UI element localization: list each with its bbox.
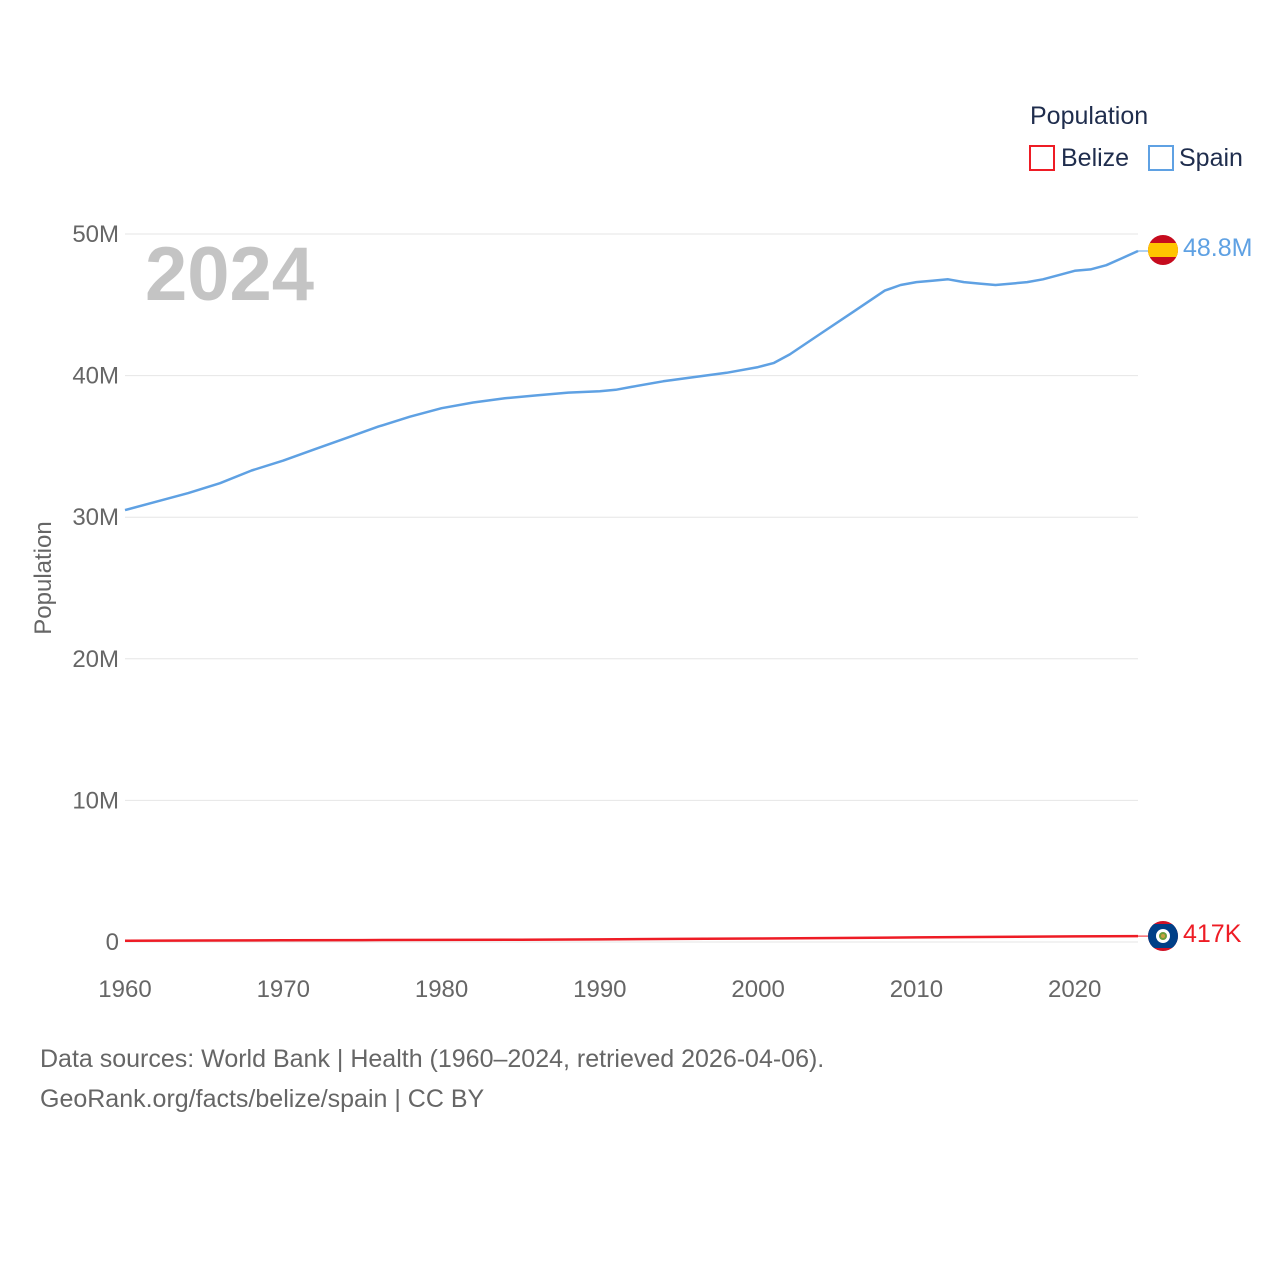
y-tick-label: 40M <box>72 363 119 390</box>
series-line-belize[interactable] <box>124 934 1139 942</box>
x-axis-ticks: 1960 1970 1980 1990 2000 2010 2020 <box>98 976 1101 1003</box>
y-tick-label: 0 <box>106 929 119 956</box>
end-label-belize: 417K <box>1183 920 1242 948</box>
legend: Population Belize Spain <box>1029 102 1243 172</box>
year-label: 2024 <box>145 232 314 317</box>
y-axis-ticks: 0 10M 20M 30M 40M 50M <box>72 221 119 956</box>
x-tick-label: 1990 <box>573 976 626 1003</box>
legend-item-belize[interactable]: Belize <box>1029 144 1129 172</box>
end-label-spain: 48.8M <box>1183 234 1252 262</box>
legend-title: Population <box>1030 102 1148 130</box>
spain-flag-icon <box>1148 235 1178 265</box>
series-lines <box>124 249 1148 942</box>
data-sources-note: Data sources: World Bank | Health (1960–… <box>40 1045 825 1073</box>
x-tick-label: 1980 <box>415 976 468 1003</box>
legend-label-belize: Belize <box>1061 144 1129 172</box>
x-tick-label: 1970 <box>257 976 310 1003</box>
belize-flag-icon <box>1148 921 1178 951</box>
y-axis-title: Population <box>30 521 57 634</box>
x-tick-label: 2010 <box>890 976 943 1003</box>
legend-item-spain[interactable]: Spain <box>1148 144 1243 172</box>
series-line-spain[interactable] <box>124 249 1139 512</box>
y-tick-label: 30M <box>72 504 119 531</box>
x-tick-label: 1960 <box>98 976 151 1003</box>
x-tick-label: 2000 <box>731 976 784 1003</box>
legend-swatch-spain <box>1148 145 1174 171</box>
y-tick-label: 50M <box>72 221 119 248</box>
credit-link[interactable]: GeoRank.org/facts/belize/spain | CC BY <box>40 1085 485 1113</box>
gridlines <box>125 233 1138 943</box>
x-tick-label: 2020 <box>1048 976 1101 1003</box>
y-tick-label: 10M <box>72 787 119 814</box>
legend-label-spain: Spain <box>1179 144 1243 172</box>
y-tick-label: 20M <box>72 646 119 673</box>
legend-swatch-belize <box>1029 145 1055 171</box>
